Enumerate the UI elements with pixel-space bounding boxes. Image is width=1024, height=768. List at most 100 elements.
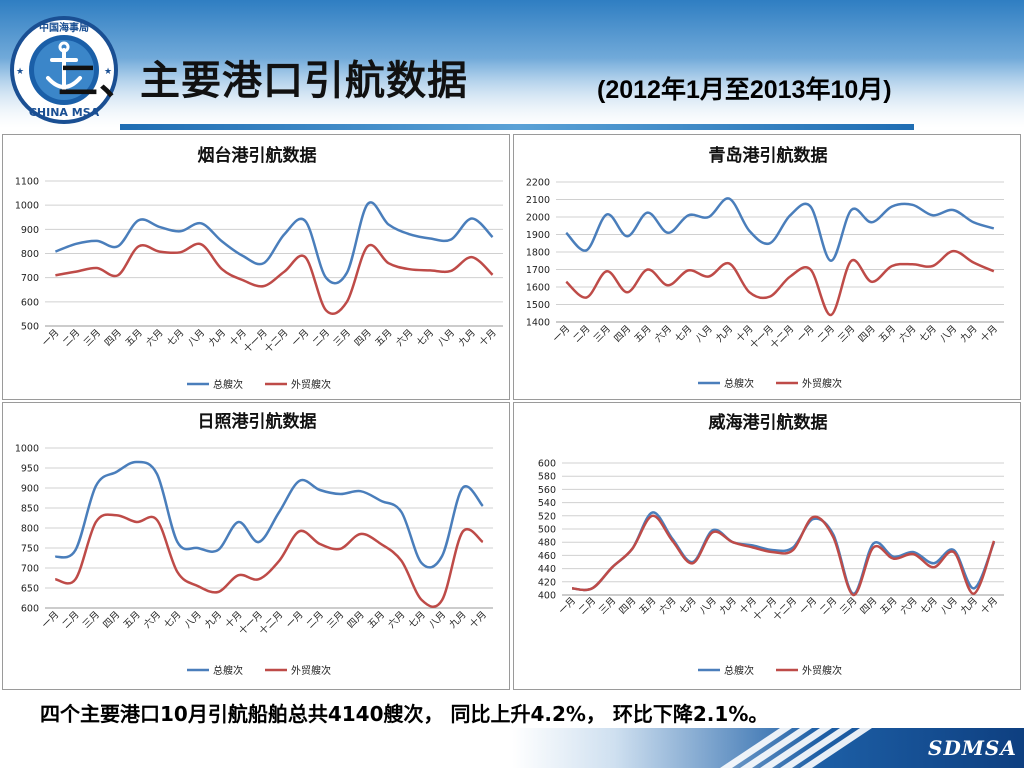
legend-label: 外贸艘次 (291, 378, 331, 391)
x-tick-label: 二月 (311, 327, 332, 348)
x-tick-label: 八月 (694, 323, 715, 344)
series-line-foreign (565, 249, 995, 317)
x-tick-label: 四月 (101, 609, 122, 630)
series-line-foreign (54, 513, 484, 608)
series-line-total (54, 460, 484, 569)
y-tick-label: 800 (21, 249, 39, 260)
x-tick-label: 一月 (290, 327, 311, 348)
x-tick-label: 六月 (657, 595, 679, 617)
x-tick-label: 六月 (652, 323, 674, 345)
x-tick-label: 七月 (165, 327, 186, 348)
x-tick-label: 五月 (366, 609, 387, 630)
y-tick-label: 750 (21, 544, 39, 555)
legend-label: 总艘次 (213, 378, 243, 391)
brand-mark: SDMSA (928, 736, 1017, 760)
x-tick-label: 十月 (978, 595, 1000, 617)
x-tick-label: 五月 (877, 323, 898, 344)
x-tick-label: 八月 (436, 327, 457, 348)
x-tick-label: 九月 (717, 595, 739, 617)
x-tick-label: 六月 (897, 323, 919, 345)
x-tick-label: 八月 (939, 595, 960, 616)
x-tick-label: 五月 (122, 609, 143, 630)
x-tick-label: 五月 (878, 595, 899, 616)
y-tick-label: 650 (21, 584, 39, 595)
series-line-foreign (55, 242, 494, 315)
legend-label: 外贸艘次 (291, 664, 331, 677)
y-tick-label: 1400 (526, 318, 550, 329)
x-tick-label: 二月 (816, 323, 837, 344)
header-band (0, 0, 1024, 128)
y-tick-label: 2100 (526, 195, 550, 206)
svg-text:★: ★ (104, 67, 112, 77)
qingdao-line-chart: 青岛港引航数据 1400 1500 1600 1700 1800 1900 2000 2100 2… (526, 145, 1004, 390)
y-tick-label: 500 (538, 525, 556, 536)
y-tick-label: 850 (21, 504, 39, 515)
legend-label: 总艘次 (724, 377, 754, 390)
rizhao-line-chart: 日照港引航数据6006507007508008509009501000一月 二月三… (15, 411, 493, 677)
x-tick-label: 八月 (183, 609, 204, 630)
y-tick-label: 500 (21, 322, 39, 333)
x-tick-label: 一月 (284, 609, 305, 630)
logo-bottom-text: CHINA MSA (29, 106, 100, 119)
x-tick-label: 六月 (394, 327, 416, 349)
x-tick-label: 六月 (386, 609, 408, 631)
y-tick-label: 600 (21, 297, 39, 308)
svg-text:★: ★ (16, 67, 24, 77)
legend-label: 总艘次 (213, 664, 243, 677)
legend-label: 总艘次 (724, 664, 754, 677)
x-tick-label: 一月 (40, 327, 61, 348)
x-tick-label: 十二月 (257, 609, 286, 638)
chart-panel-qingdao: 青岛港引航数据 1400 1500 1600 1700 1800 1900 2000 2100 2… (513, 134, 1021, 400)
x-tick-label: 七月 (677, 595, 698, 616)
x-tick-label: 九月 (713, 323, 735, 345)
x-tick-label: 三月 (592, 323, 613, 344)
y-tick-label: 700 (21, 273, 39, 284)
y-tick-label: 800 (21, 524, 39, 535)
legend-label: 外贸艘次 (802, 377, 842, 390)
y-tick-label: 460 (538, 551, 556, 562)
x-tick-label: 三月 (836, 323, 857, 344)
x-tick-label: 六月 (144, 327, 166, 349)
x-tick-label: 九月 (202, 609, 224, 631)
x-tick-label: 四月 (858, 595, 879, 616)
weihai-line-chart: 威海港引航数据 400 420 440 460 480 500 520 540 560 580 600… (538, 412, 1004, 677)
x-tick-label: 十月 (467, 609, 489, 631)
series-line-total (565, 197, 995, 263)
x-tick-label: 一月 (557, 595, 578, 616)
x-tick-label: 十月 (477, 327, 499, 349)
y-tick-label: 1600 (526, 283, 550, 294)
x-tick-label: 四月 (353, 327, 374, 348)
y-tick-label: 900 (21, 484, 39, 495)
y-tick-label: 700 (21, 564, 39, 575)
y-tick-label: 540 (538, 498, 556, 509)
y-tick-label: 1000 (15, 201, 39, 212)
y-tick-label: 900 (21, 225, 39, 236)
summary-text: 四个主要港口10月引航船舶总共4140艘次， 同比上升4.2%， 环比下降2.1… (40, 702, 769, 726)
chart-panel-rizhao: 日照港引航数据 600 650 700 750 800 850 900 950 1000 一月 二月三… (2, 402, 510, 690)
header-underline (120, 124, 914, 130)
x-tick-label: 一月 (798, 595, 819, 616)
x-tick-label: 七月 (415, 327, 436, 348)
x-tick-label: 二月 (571, 323, 592, 344)
x-tick-label: 三月 (838, 595, 859, 616)
y-tick-label: 1000 (15, 444, 39, 455)
x-tick-label: 六月 (898, 595, 920, 617)
x-tick-label: 十二月 (262, 327, 291, 356)
x-tick-label: 四月 (617, 595, 638, 616)
series-line-total (54, 201, 494, 285)
y-tick-label: 600 (21, 604, 39, 615)
chart-title: 日照港引航数据 (198, 411, 317, 432)
x-tick-label: 三月 (597, 595, 618, 616)
x-tick-label: 三月 (81, 609, 102, 630)
x-tick-label: 一月 (551, 323, 572, 344)
x-tick-label: 八月 (938, 323, 959, 344)
x-tick-label: 五月 (633, 323, 654, 344)
x-tick-label: 九月 (958, 595, 980, 617)
x-tick-label: 二月 (305, 609, 326, 630)
chart-panel-weihai: 威海港引航数据 400 420 440 460 480 500 520 540 560 580 600… (513, 402, 1021, 690)
x-tick-label: 七月 (673, 323, 694, 344)
x-tick-label: 四月 (103, 327, 124, 348)
x-tick-label: 二月 (61, 327, 82, 348)
x-tick-label: 二月 (577, 595, 598, 616)
